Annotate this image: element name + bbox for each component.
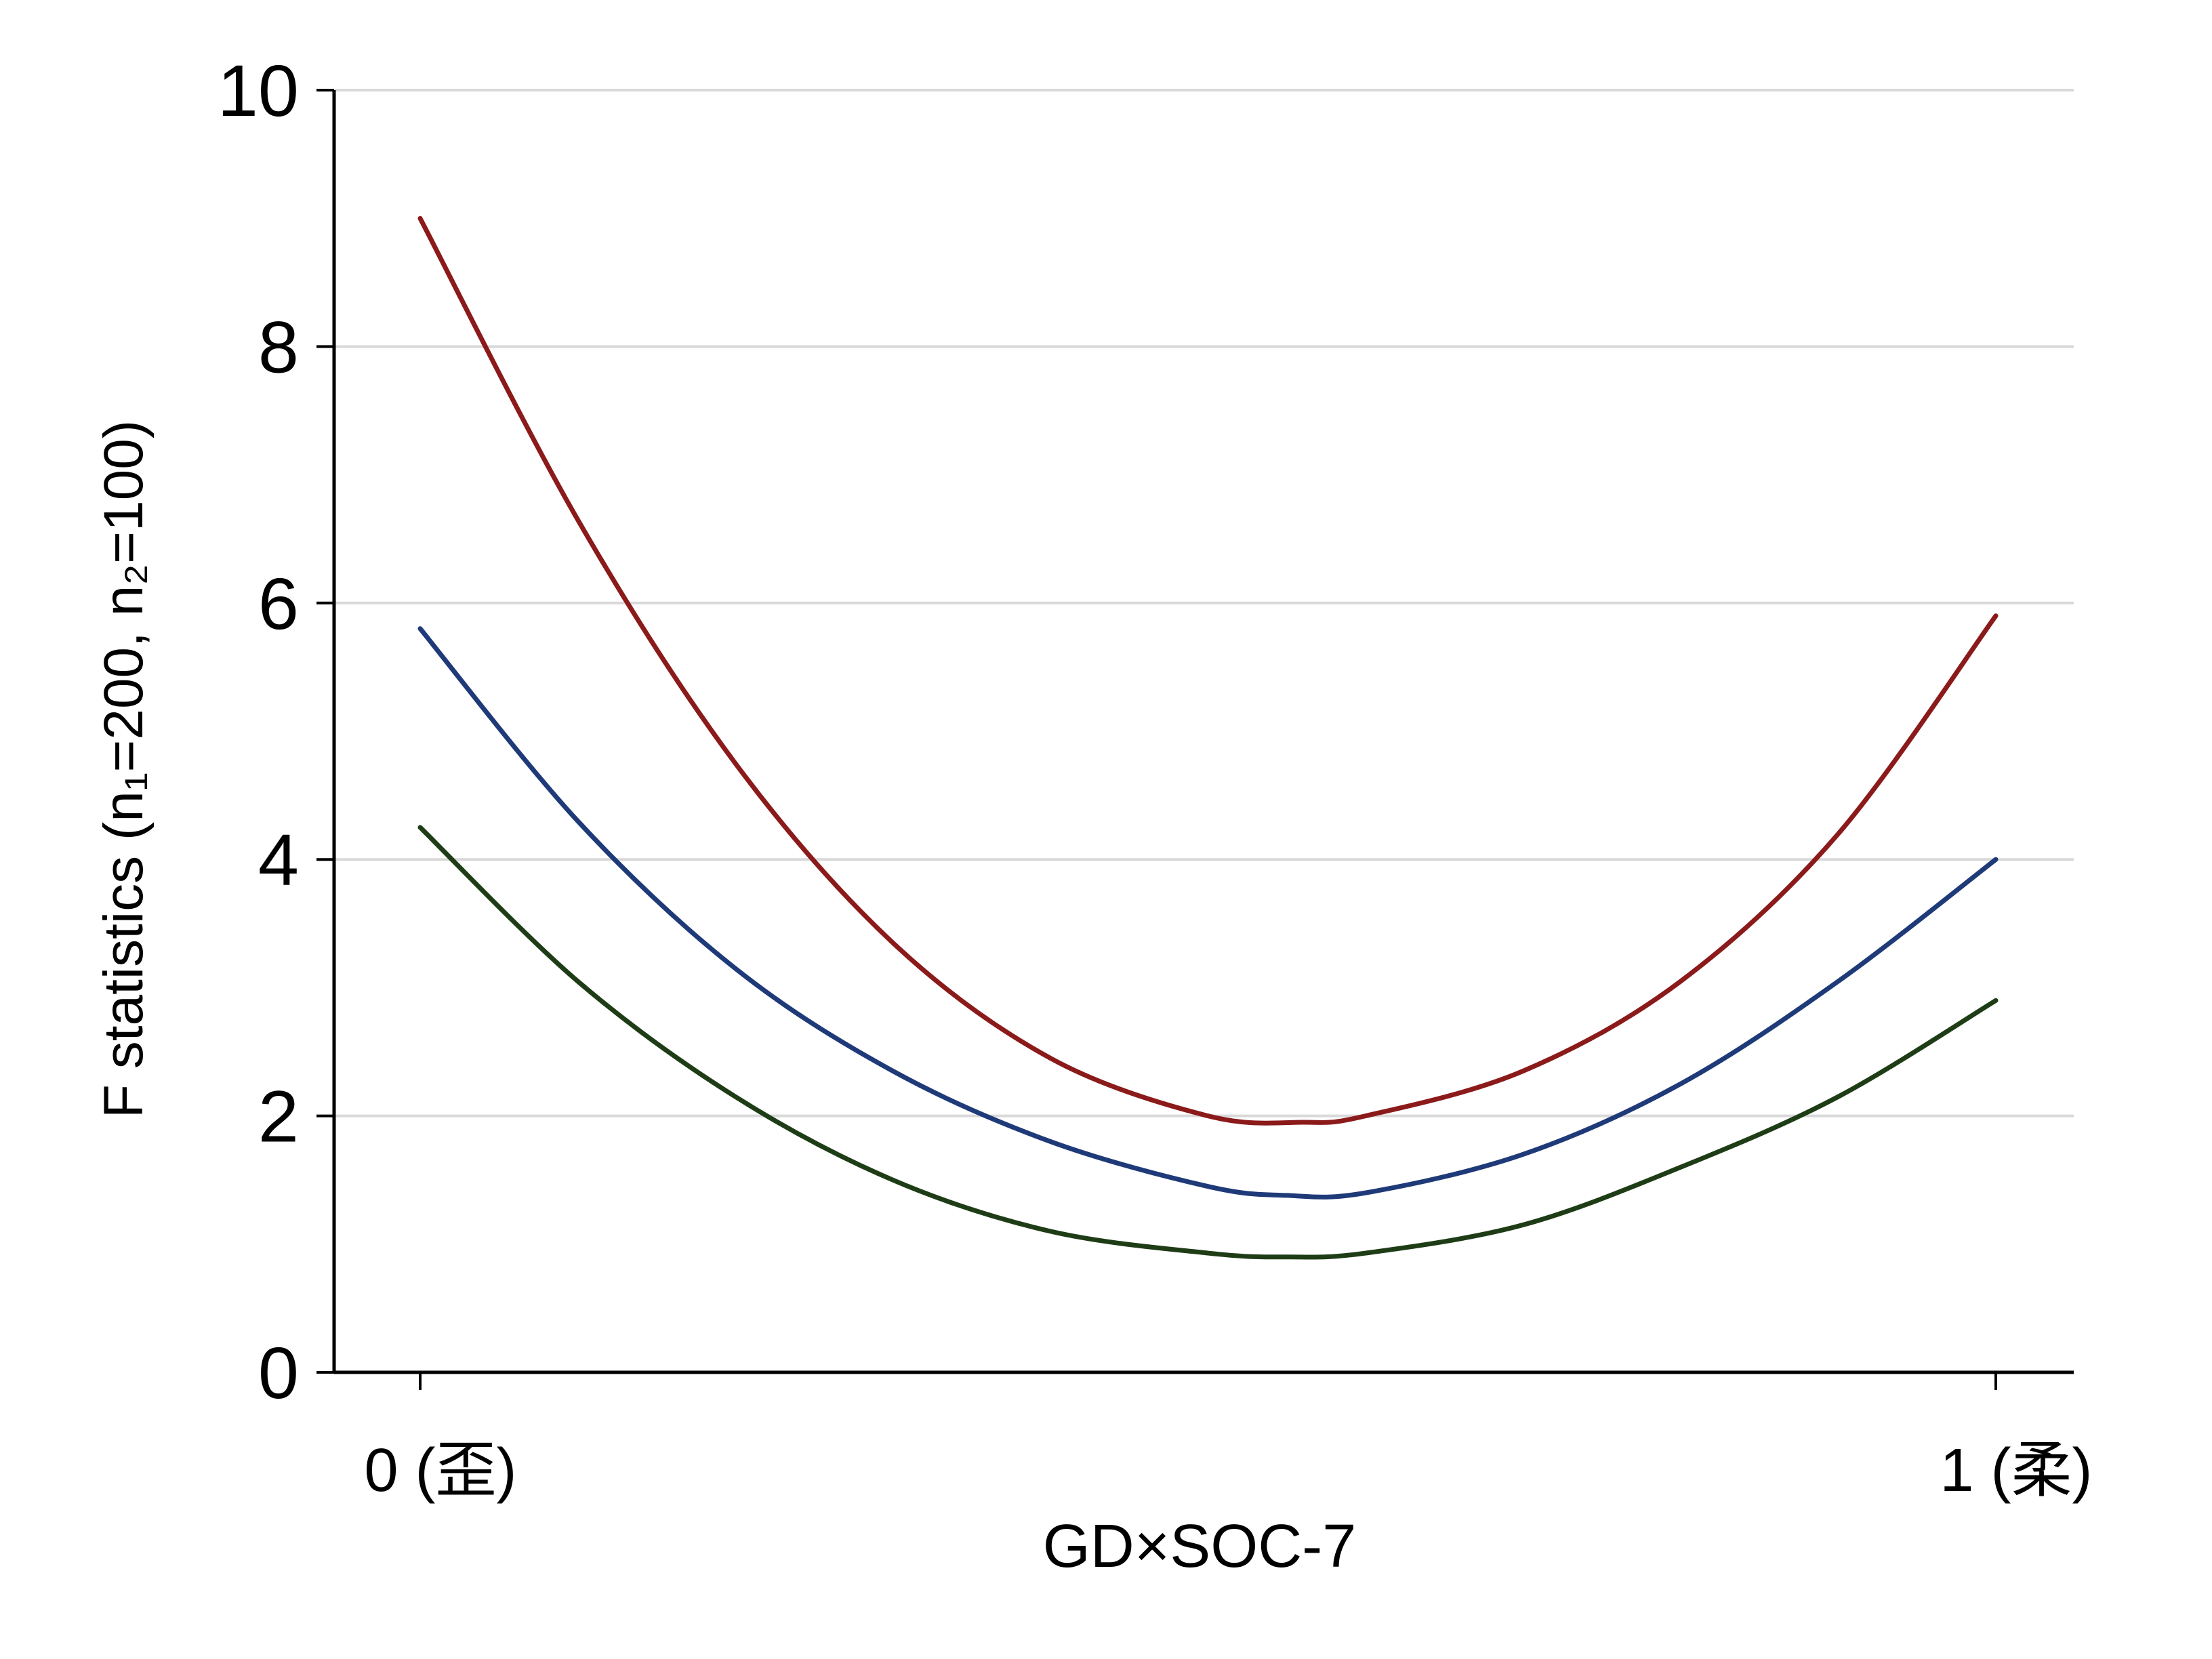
y-axis-title: F statistics (n₁=200, n₂=100): [93, 420, 155, 1118]
gridlines: [334, 89, 2074, 1118]
series-line-3: [417, 825, 1999, 1260]
y-tick-label-4: 4: [258, 819, 299, 901]
x-tick-label-0: 0 (歪): [365, 1437, 517, 1504]
series-line-1: [417, 216, 1999, 1126]
x-tick-label-1: 1 (柔): [1940, 1437, 2093, 1504]
tick-labels: 0 2 4 6 8 10 0 (歪) 1 (柔): [218, 49, 2093, 1504]
axes: [316, 89, 2074, 1390]
y-tick-label-2: 2: [258, 1076, 299, 1158]
x-axis-title: GD×SOC-7: [1043, 1513, 1357, 1580]
series-lines: [417, 216, 1999, 1260]
y-tick-label-10: 10: [218, 49, 299, 131]
y-tick-label-8: 8: [258, 306, 299, 388]
y-tick-label-0: 0: [258, 1332, 299, 1414]
y-tick-label-6: 6: [258, 562, 299, 644]
series-line-2: [417, 626, 1999, 1200]
